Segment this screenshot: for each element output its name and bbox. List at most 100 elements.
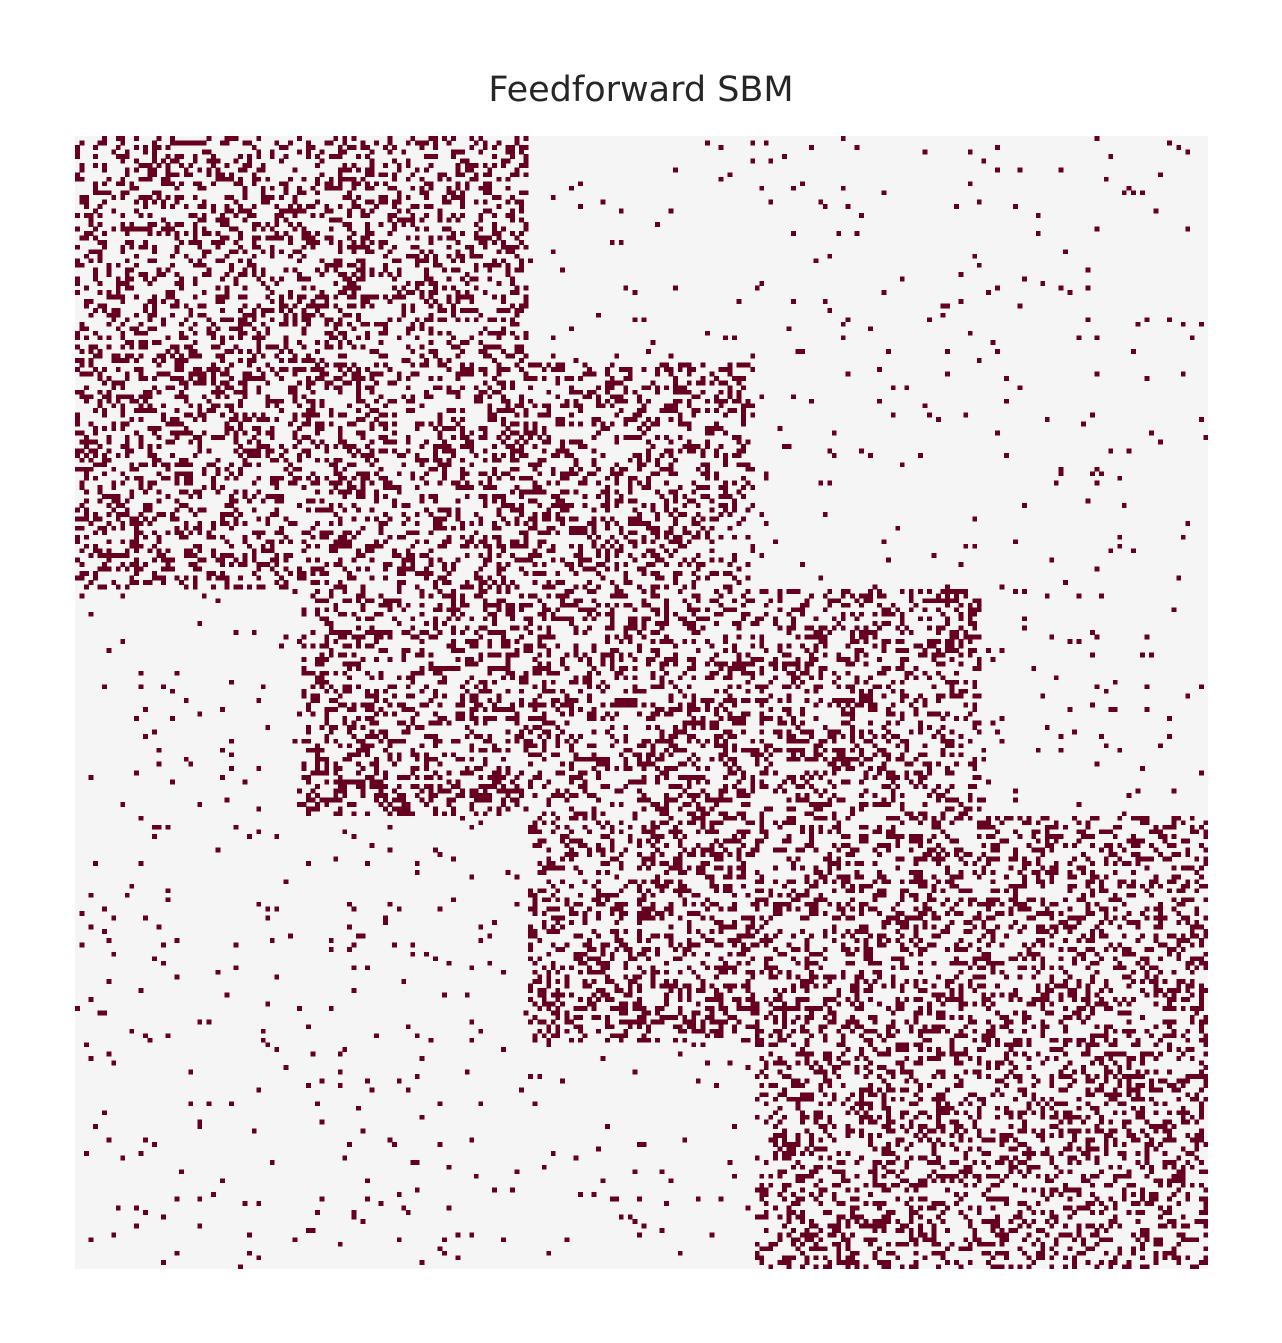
edge-cell (899, 616, 905, 622)
edge-cell (736, 439, 742, 445)
edge-cell (949, 589, 955, 595)
edge-cell (351, 371, 357, 377)
edge-cell (442, 543, 447, 549)
edge-cell (115, 494, 121, 499)
edge-cell (473, 543, 479, 549)
edge-cell (337, 480, 343, 486)
edge-cell (623, 416, 629, 422)
edge-cell (106, 448, 112, 454)
edge-cell (365, 167, 370, 173)
edge-cell (423, 181, 429, 187)
edge-cell (383, 421, 389, 427)
edge-cell (732, 498, 737, 504)
edge-cell (659, 675, 665, 681)
edge-cell (496, 652, 502, 658)
edge-cell (405, 253, 411, 259)
edge-cell (256, 376, 262, 382)
edge-cell (442, 575, 447, 581)
edge-cell (519, 358, 524, 363)
edge-cell (297, 208, 302, 214)
edge-cell (269, 308, 275, 314)
edge-cell (623, 580, 629, 585)
edge-cell (315, 657, 321, 663)
edge-cell (442, 566, 447, 572)
edge-cell (115, 380, 121, 386)
edge-cell (831, 670, 837, 676)
edge-cell (673, 498, 679, 504)
edge-cell (120, 552, 126, 558)
edge-cell (487, 185, 493, 191)
edge-cell (958, 589, 964, 595)
edge-cell (673, 389, 679, 395)
edge-cell (609, 394, 615, 400)
edge-cell (79, 457, 85, 463)
edge-cell (120, 412, 126, 418)
edge-cell (446, 226, 452, 232)
edge-cell (355, 407, 361, 413)
edge-cell (555, 643, 561, 649)
edge-cell (79, 516, 85, 522)
edge-cell (496, 389, 502, 395)
edge-cell (319, 616, 325, 622)
edge-cell (623, 666, 629, 672)
edge-cell (79, 326, 85, 332)
edge-cell (265, 199, 271, 205)
edge-cell (102, 231, 108, 236)
edge-cell (655, 611, 660, 617)
edge-cell (768, 661, 774, 667)
edge-cell (700, 525, 706, 531)
edge-cell (147, 299, 153, 304)
edge-cell (138, 484, 144, 490)
edge-cell (84, 466, 89, 472)
edge-cell (188, 462, 194, 468)
edge-cell (505, 602, 511, 608)
edge-cell (695, 562, 701, 567)
edge-cell (473, 398, 479, 404)
edge-cell (564, 376, 570, 382)
edge-cell (174, 376, 180, 382)
edge-cell (510, 611, 515, 617)
edge-cell (256, 489, 262, 495)
edge-cell (333, 262, 339, 268)
edge-cell (251, 312, 257, 318)
edge-cell (93, 575, 98, 581)
edge-cell (328, 421, 334, 427)
edge-cell (464, 444, 470, 450)
edge-cell (460, 194, 466, 200)
edge-cell (292, 394, 298, 400)
edge-cell (301, 571, 307, 576)
edge-cell (514, 543, 520, 549)
edge-cell (265, 222, 271, 227)
edge-cell (165, 194, 171, 200)
edge-cell (346, 339, 352, 345)
edge-cell (351, 652, 357, 658)
edge-cell (342, 290, 348, 295)
edge-cell (587, 657, 592, 663)
edge-cell (88, 448, 94, 454)
edge-cell (111, 507, 117, 513)
edge-cell (75, 330, 80, 336)
edge-cell (102, 494, 108, 499)
edge-cell (133, 548, 139, 554)
edge-cell (822, 666, 828, 672)
edge-cell (455, 344, 461, 350)
edge-cell (120, 525, 126, 531)
edge-cell (714, 652, 719, 658)
edge-cell (614, 539, 620, 545)
edge-cell (133, 516, 139, 522)
edge-cell (578, 444, 583, 450)
edge-cell (519, 344, 524, 350)
edge-cell (464, 543, 470, 549)
edge-cell (283, 145, 289, 150)
edge-cell (437, 521, 443, 527)
edge-cell (519, 349, 524, 354)
edge-cell (93, 453, 98, 459)
edge-cell (288, 290, 293, 295)
edge-cell (315, 521, 321, 527)
edge-cell (75, 416, 80, 422)
edge-cell (772, 661, 778, 667)
edge-cell (618, 398, 624, 404)
edge-cell (455, 299, 461, 304)
edge-cell (473, 199, 479, 205)
edge-cell (559, 489, 565, 495)
